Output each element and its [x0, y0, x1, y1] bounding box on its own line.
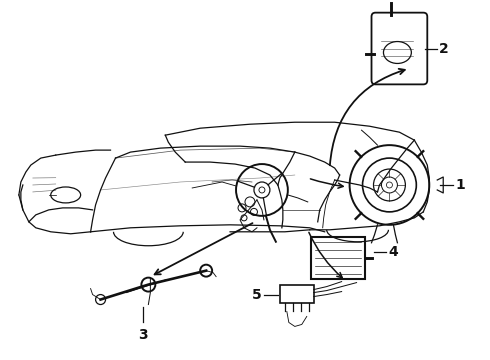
Text: 5: 5 — [252, 288, 262, 302]
Bar — [280, 285, 314, 302]
Bar — [311, 237, 365, 279]
Text: 3: 3 — [139, 328, 148, 342]
Text: 1: 1 — [455, 178, 465, 192]
Text: 2: 2 — [439, 41, 449, 55]
Text: 4: 4 — [389, 245, 398, 259]
